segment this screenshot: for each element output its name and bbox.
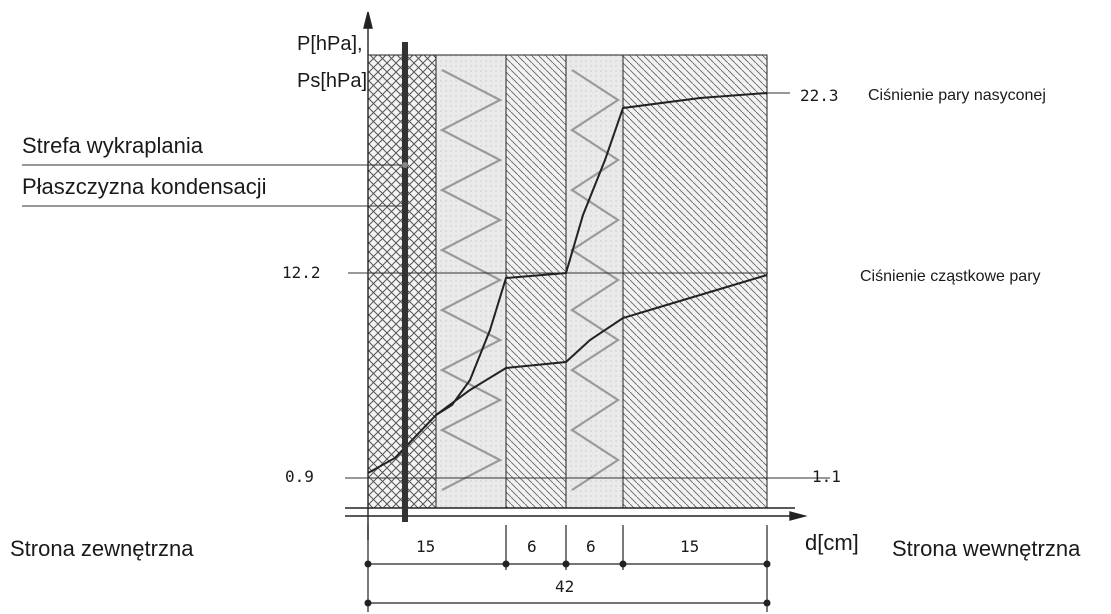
wall-layers	[367, 54, 768, 509]
layer-dim-4: 15	[680, 537, 699, 556]
outside-label: Strona zewnętrzna	[10, 536, 194, 561]
y-axis-label-2: Ps[hPa]	[297, 70, 367, 92]
saturated-label: Ciśnienie pary nasyconej	[868, 87, 1046, 104]
zone-marker	[402, 162, 408, 168]
saturated-pressure-curve	[435, 92, 768, 416]
layer-hatched-thin	[505, 54, 567, 509]
pressure-curves	[367, 92, 768, 474]
layer-dim-2: 6	[527, 537, 537, 556]
layer-dim-1: 15	[416, 537, 435, 556]
insulation-zigzags	[439, 69, 621, 491]
partial-label: Ciśnienie cząstkowe pary	[860, 268, 1041, 285]
axes	[345, 11, 808, 540]
plane-label: Płaszczyzna kondensacji	[22, 174, 267, 199]
value-ps-inside: 22.3	[800, 86, 839, 105]
partial-pressure-curve	[367, 274, 768, 474]
value-p-mid: 12.2	[282, 263, 321, 282]
layer-dim-3: 6	[586, 537, 596, 556]
y-axis-arrow	[363, 11, 373, 29]
value-p-inside: 1.1	[812, 467, 841, 486]
dimension-dots	[364, 560, 771, 607]
x-axis-label: d[cm]	[805, 530, 859, 555]
zone-label: Strefa wykraplania	[22, 133, 204, 158]
y-axis-label-1: P[hPa],	[297, 33, 363, 55]
inside-label: Strona wewnętrzna	[892, 536, 1081, 561]
value-p-outside: 0.9	[285, 467, 314, 486]
total-dim: 42	[555, 577, 574, 596]
